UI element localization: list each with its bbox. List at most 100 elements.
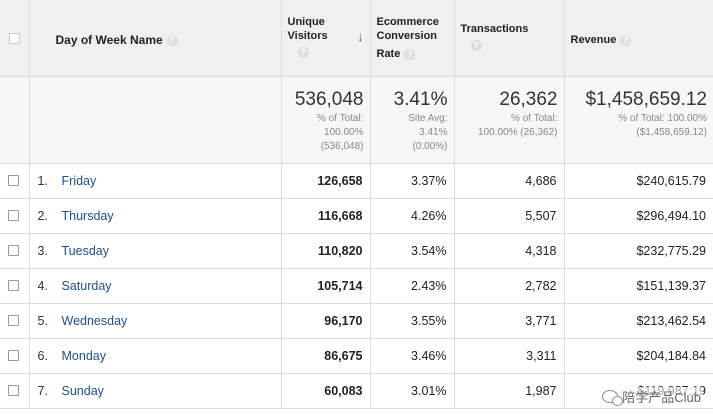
row-index: 7. [37,383,48,398]
help-icon[interactable]: ? [620,34,632,46]
day-link[interactable]: Wednesday [61,313,128,328]
total-sub: (536,048) [320,140,364,152]
data-rows: 1. Friday 126,658 3.37% 4,686 $240,615.79… [0,163,713,409]
column-header-ecommerce-conversion-rate[interactable]: Ecommerce Conversion Rate? [370,0,455,77]
ecr-cell: 3.54% [370,233,455,269]
revenue-cell: $204,184.84 [564,338,713,374]
select-all-checkbox[interactable] [9,33,20,44]
wechat-icon [602,390,624,406]
table-row: 5. Wednesday 96,170 3.55% 3,771 $213,462.… [0,303,713,339]
column-header-revenue[interactable]: Revenue? [564,0,713,77]
select-all-cell [0,0,30,77]
row-checkbox[interactable] [8,384,19,396]
help-icon[interactable]: ? [470,40,482,51]
column-header-day-of-week[interactable]: Day of Week Name? [29,0,282,77]
revenue-label: Revenue [570,34,617,46]
row-index: 2. [37,208,48,223]
transactions-label: Transactions [460,23,529,35]
revenue-cell: $232,775.29 [564,233,713,269]
day-cell: 1. Friday [29,163,282,199]
total-sub: % of Total: [510,112,558,124]
day-of-week-label: Day of Week Name [55,33,163,47]
row-checkbox-cell [0,338,30,374]
total-sub: Site Avg: [408,112,448,124]
total-sub: 100.00% (26,362) [477,126,558,138]
day-link[interactable]: Monday [61,348,106,363]
table-row: 3. Tuesday 110,820 3.54% 4,318 $232,775.2… [0,233,713,269]
total-revenue: $1,458,659.12 % of Total: 100.00% ($1,45… [564,76,713,164]
row-index: 3. [37,243,48,258]
row-checkbox-cell [0,163,30,199]
unique-visitors-cell: 126,658 [281,163,371,199]
total-sub: (0.00%) [412,140,448,152]
row-index: 6. [37,348,48,363]
transactions-cell: 1,987 [454,373,565,409]
unique-visitors-cell: 60,083 [281,373,371,409]
ecr-cell: 3.37% [370,163,455,199]
row-checkbox[interactable] [8,244,19,256]
day-cell: 5. Wednesday [29,303,282,339]
unique-visitors-label-1: Unique [287,16,325,28]
total-sub: 100.00% [324,126,364,138]
row-index: 4. [37,278,48,293]
row-checkbox[interactable] [8,279,19,291]
day-cell: 2. Thursday [29,198,282,234]
day-link[interactable]: Tuesday [61,243,109,258]
revenue-cell: $240,615.79 [564,163,713,199]
revenue-cell: $213,462.54 [564,303,713,339]
totals-row: 536,048 % of Total: 100.00% (536,048) 3.… [0,76,713,164]
day-link[interactable]: Saturday [61,278,112,293]
row-checkbox[interactable] [8,349,19,361]
transactions-cell: 4,686 [454,163,565,199]
column-header-unique-visitors[interactable]: Unique Visitors ↓ ? [281,0,371,77]
column-header-transactions[interactable]: Transactions ? [454,0,565,77]
total-sub: 3.41% [419,126,448,138]
row-checkbox[interactable] [8,209,19,221]
totals-blank-cell [29,76,282,164]
help-icon[interactable]: ? [297,47,309,58]
unique-visitors-cell: 105,714 [281,268,371,304]
row-checkbox-cell [0,303,30,339]
sort-descending-icon[interactable]: ↓ [357,29,364,44]
unique-visitors-cell: 110,820 [281,233,371,269]
day-cell: 4. Saturday [29,268,282,304]
day-cell: 3. Tuesday [29,233,282,269]
day-link[interactable]: Friday [61,173,97,188]
row-checkbox[interactable] [8,314,19,326]
total-value: 536,048 [294,88,364,110]
ecr-cell: 3.55% [370,303,455,339]
total-sub: % of Total: 100.00% [618,112,707,124]
total-value: $1,458,659.12 [585,88,707,110]
help-icon[interactable]: ? [404,48,416,60]
revenue-cell: $296,494.10 [564,198,713,234]
transactions-cell: 5,507 [454,198,565,234]
day-link[interactable]: Thursday [61,208,114,223]
revenue-cell: $151,139.37 [564,268,713,304]
transactions-cell: 3,771 [454,303,565,339]
table-row: 2. Thursday 116,668 4.26% 5,507 $296,494.… [0,198,713,234]
totals-blank-cell [0,76,30,164]
day-cell: 7. Sunday [29,373,282,409]
total-sub: % of Total: [316,112,364,124]
total-unique-visitors: 536,048 % of Total: 100.00% (536,048) [281,76,371,164]
ecr-cell: 2.43% [370,268,455,304]
unique-visitors-label-2: Visitors [287,30,328,42]
help-icon[interactable]: ? [166,35,178,47]
row-index: 5. [37,313,48,328]
unique-visitors-cell: 96,170 [281,303,371,339]
header-row: Day of Week Name? Unique Visitors ↓ ? Ec… [0,0,713,77]
ecr-label-3: Rate [376,48,401,60]
total-transactions: 26,362 % of Total: 100.00% (26,362) [454,76,565,164]
day-cell: 6. Monday [29,338,282,374]
total-value: 26,362 [499,88,558,110]
ecr-cell: 3.01% [370,373,455,409]
day-link[interactable]: Sunday [61,383,104,398]
watermark-text: 陪学产品Club [622,390,701,405]
watermark: 陪学产品Club [600,387,703,406]
transactions-cell: 2,782 [454,268,565,304]
row-index: 1. [37,173,48,188]
row-checkbox[interactable] [8,174,19,186]
ecr-cell: 4.26% [370,198,455,234]
